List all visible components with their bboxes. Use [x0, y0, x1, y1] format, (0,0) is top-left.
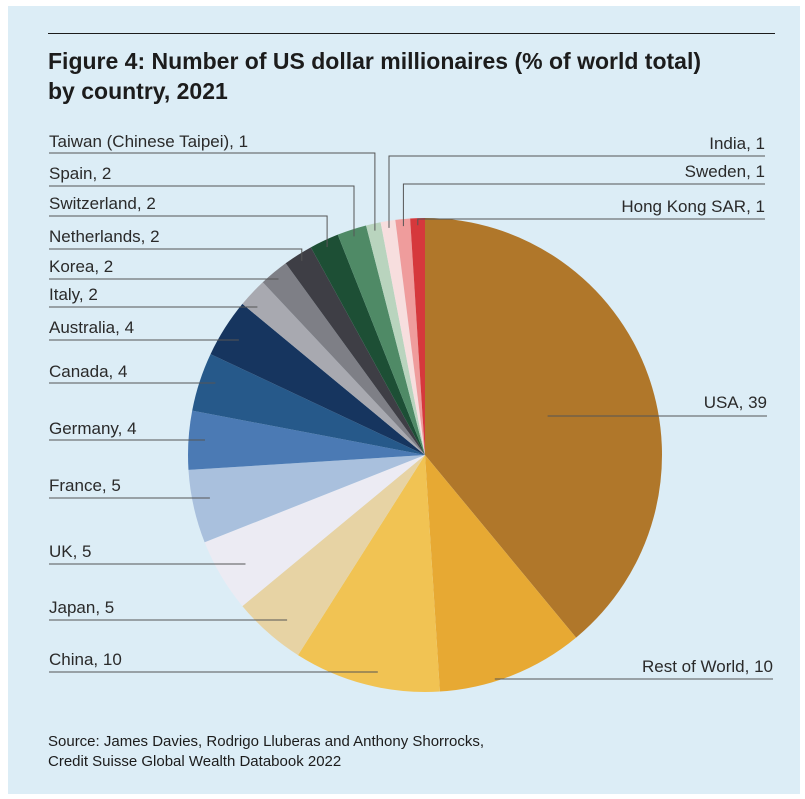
slice-label: Taiwan (Chinese Taipei), 1 [49, 132, 248, 151]
leader-line [417, 218, 765, 226]
slice-label: Germany, 4 [49, 419, 137, 438]
pie-slice-taiwan-chinese-taipei [366, 222, 425, 455]
chart-title-line-2: by country, 2021 [48, 78, 228, 104]
chart-title-line-1: Figure 4: Number of US dollar millionair… [48, 48, 701, 74]
slice-label: India, 1 [709, 134, 765, 153]
slice-label: Italy, 2 [49, 285, 98, 304]
slice-label: UK, 5 [49, 542, 92, 561]
slice-label: France, 5 [49, 476, 121, 495]
slice-label: Switzerland, 2 [49, 194, 156, 213]
leader-line [49, 215, 328, 247]
leader-line [402, 183, 765, 227]
pie-slice-hong-kong-sar [410, 218, 425, 455]
pie-slice-sweden [395, 218, 425, 455]
pie-slice-spain [337, 225, 425, 455]
top-rule [48, 33, 775, 34]
pie-slice-china [298, 455, 440, 692]
source-line-2: Credit Suisse Global Wealth Databook 202… [48, 753, 342, 770]
pie-slice-italy [242, 282, 425, 455]
pie-slice-netherlands [285, 247, 425, 455]
source-note: Source: James Davies, Rodrigo Lluberas a… [48, 732, 748, 772]
slice-label: Hong Kong SAR, 1 [621, 197, 765, 216]
slice-label: Netherlands, 2 [49, 227, 160, 246]
pie-slice-uk [204, 455, 425, 607]
pie-slice-india [380, 219, 425, 455]
slice-label: Canada, 4 [49, 362, 127, 381]
slice-label: Spain, 2 [49, 164, 111, 183]
leader-line [49, 185, 355, 237]
pie-slice-rest-of-world [425, 455, 577, 692]
slice-label: Australia, 4 [49, 318, 134, 337]
pie-slice-usa [425, 218, 662, 638]
slice-labels: USA, 39 Rest of World, 10 China, 10 Japan, … [49, 132, 773, 676]
pie-slice-canada [192, 354, 425, 455]
pie-slices [188, 218, 662, 692]
pie-slice-switzerland [310, 234, 425, 455]
leader-line [49, 152, 376, 231]
chart-title: Figure 4: Number of US dollar millionair… [48, 46, 778, 106]
slice-label: Rest of World, 10 [642, 657, 773, 676]
slice-label: Korea, 2 [49, 257, 113, 276]
pie-slice-germany [188, 410, 425, 470]
label-leaders [49, 152, 773, 680]
slice-label: USA, 39 [704, 393, 767, 412]
leader-line [388, 155, 765, 228]
slice-label: Sweden, 1 [685, 162, 765, 181]
pie-slice-australia [210, 303, 425, 455]
slice-label: Japan, 5 [49, 598, 114, 617]
leader-line [49, 248, 303, 261]
source-line-1: Source: James Davies, Rodrigo Lluberas a… [48, 733, 485, 750]
pie-slice-japan [242, 455, 425, 656]
pie-slice-korea [262, 263, 425, 455]
pie-slice-france [188, 455, 425, 543]
slice-label: China, 10 [49, 650, 122, 669]
